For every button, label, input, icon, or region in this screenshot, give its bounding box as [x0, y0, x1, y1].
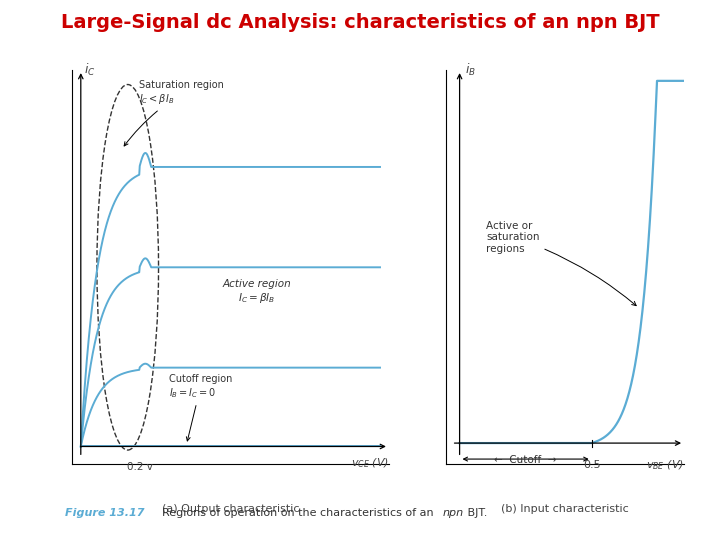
Text: (a) Output characteristic: (a) Output characteristic	[162, 504, 299, 514]
Text: 0.2 v: 0.2 v	[127, 462, 153, 472]
Text: $i_B$: $i_B$	[465, 62, 476, 78]
Text: Cutoff region
$I_B = I_C = 0$: Cutoff region $I_B = I_C = 0$	[168, 374, 232, 441]
Text: Active or
saturation
regions: Active or saturation regions	[486, 220, 636, 306]
Text: BJT.: BJT.	[464, 508, 487, 518]
Text: 0.5: 0.5	[582, 460, 600, 470]
Text: (b) Input characteristic: (b) Input characteristic	[501, 504, 629, 514]
Text: Figure 13.17: Figure 13.17	[65, 508, 144, 518]
Text: Saturation region
$I_C < \beta I_B$: Saturation region $I_C < \beta I_B$	[124, 80, 225, 146]
Text: ←  Cutoff  →: ← Cutoff →	[495, 455, 557, 464]
Text: npn: npn	[443, 508, 464, 518]
Text: Regions of operation on the characteristics of an: Regions of operation on the characterist…	[155, 508, 437, 518]
Text: Active region
$I_C = \beta I_B$: Active region $I_C = \beta I_B$	[222, 279, 291, 306]
Text: $v_{BE}$ (V): $v_{BE}$ (V)	[646, 458, 684, 472]
Text: $i_C$: $i_C$	[84, 62, 95, 78]
Text: $v_{CE}$ (V): $v_{CE}$ (V)	[351, 456, 389, 470]
Text: Large-Signal dc Analysis: characteristics of an npn BJT: Large-Signal dc Analysis: characteristic…	[60, 14, 660, 32]
